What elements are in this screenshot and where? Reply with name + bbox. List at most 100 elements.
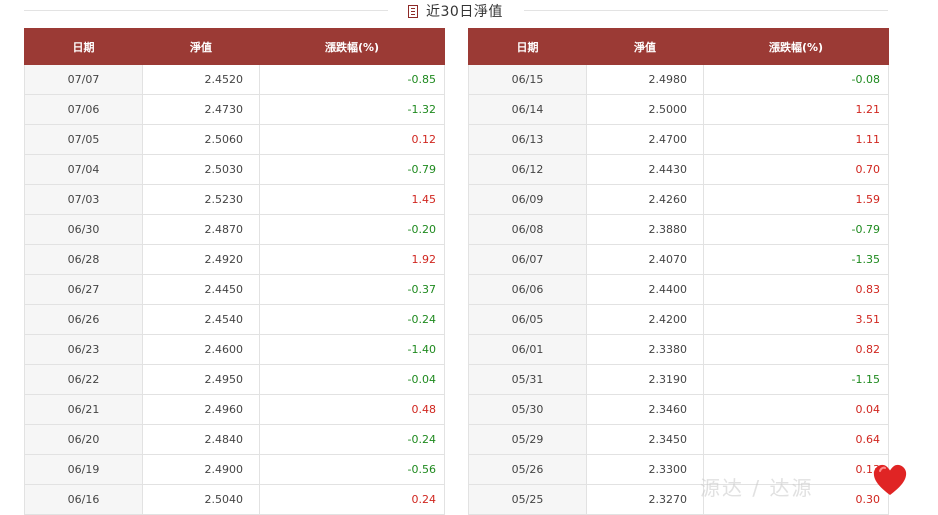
table-row: 06/16 2.5040 0.24 [24, 484, 445, 515]
date-cell: 05/30 [468, 394, 587, 425]
change-cell: -0.24 [259, 304, 445, 335]
date-cell: 06/28 [24, 244, 143, 275]
header-change: 漲跌幅(%) [259, 28, 445, 65]
table-row: 06/19 2.4900 -0.56 [24, 454, 445, 485]
table-row: 05/31 2.3190 -1.15 [468, 364, 889, 395]
nav-cell: 2.4070 [586, 244, 704, 275]
table-row: 06/12 2.4430 0.70 [468, 154, 889, 185]
date-cell: 05/26 [468, 454, 587, 485]
table-row: 06/14 2.5000 1.21 [468, 94, 889, 125]
header-nav: 淨值 [586, 28, 704, 65]
table-row: 06/15 2.4980 -0.08 [468, 64, 889, 95]
date-cell: 05/29 [468, 424, 587, 455]
change-cell: 0.13 [703, 454, 889, 485]
date-cell: 06/21 [24, 394, 143, 425]
table-row: 06/22 2.4950 -0.04 [24, 364, 445, 395]
nav-cell: 2.4920 [142, 244, 260, 275]
table-row: 07/05 2.5060 0.12 [24, 124, 445, 155]
table-row: 06/05 2.4200 3.51 [468, 304, 889, 335]
date-cell: 07/05 [24, 124, 143, 155]
date-cell: 06/09 [468, 184, 587, 215]
date-cell: 07/06 [24, 94, 143, 125]
change-cell: 1.45 [259, 184, 445, 215]
date-cell: 06/19 [24, 454, 143, 485]
nav-cell: 2.4260 [586, 184, 704, 215]
change-cell: 0.70 [703, 154, 889, 185]
nav-table-left: 日期 淨值 漲跌幅(%) 07/07 2.4520 -0.85 07/06 2.4730… [24, 28, 445, 515]
section-title-text: 近30日淨值 [426, 4, 503, 20]
nav-cell: 2.3460 [586, 394, 704, 425]
header-change: 漲跌幅(%) [703, 28, 889, 65]
change-cell: 1.92 [259, 244, 445, 275]
change-cell: 0.12 [259, 124, 445, 155]
table-row: 06/07 2.4070 -1.35 [468, 244, 889, 275]
table-header-row: 日期 淨值 漲跌幅(%) [468, 28, 889, 65]
change-cell: -0.56 [259, 454, 445, 485]
date-cell: 06/13 [468, 124, 587, 155]
table-row: 06/23 2.4600 -1.40 [24, 334, 445, 365]
change-cell: 0.24 [259, 484, 445, 515]
change-cell: -1.40 [259, 334, 445, 365]
watermark-text: 源达 / 达源 [700, 476, 814, 500]
table-row: 06/27 2.4450 -0.37 [24, 274, 445, 305]
change-cell: 0.04 [703, 394, 889, 425]
nav-cell: 2.5230 [142, 184, 260, 215]
change-cell: 0.82 [703, 334, 889, 365]
table-row: 07/07 2.4520 -0.85 [24, 64, 445, 95]
change-cell: 0.64 [703, 424, 889, 455]
nav-cell: 2.3380 [586, 334, 704, 365]
nav-cell: 2.5000 [586, 94, 704, 125]
date-cell: 06/16 [24, 484, 143, 515]
change-cell: -0.79 [703, 214, 889, 245]
change-cell: -1.15 [703, 364, 889, 395]
change-cell: 0.48 [259, 394, 445, 425]
nav-cell: 2.4840 [142, 424, 260, 455]
nav-cell: 2.3880 [586, 214, 704, 245]
date-cell: 05/25 [468, 484, 587, 515]
change-cell: -0.20 [259, 214, 445, 245]
table-row: 06/08 2.3880 -0.79 [468, 214, 889, 245]
table-row: 07/06 2.4730 -1.32 [24, 94, 445, 125]
table-row: 06/06 2.4400 0.83 [468, 274, 889, 305]
nav-cell: 2.4980 [586, 64, 704, 95]
table-row: 06/09 2.4260 1.59 [468, 184, 889, 215]
nav-cell: 2.4430 [586, 154, 704, 185]
nav-cell: 2.4960 [142, 394, 260, 425]
nav-cell: 2.3300 [586, 454, 704, 485]
nav-cell: 2.3190 [586, 364, 704, 395]
date-cell: 06/26 [24, 304, 143, 335]
table-row: 06/26 2.4540 -0.24 [24, 304, 445, 335]
heart-icon [873, 464, 907, 495]
date-cell: 06/23 [24, 334, 143, 365]
nav-cell: 2.4200 [586, 304, 704, 335]
date-cell: 06/07 [468, 244, 587, 275]
change-cell: 1.59 [703, 184, 889, 215]
section-title-bar: 近30日淨值 [24, 0, 888, 22]
date-cell: 06/12 [468, 154, 587, 185]
change-cell: 0.83 [703, 274, 889, 305]
nav-cell: 2.4900 [142, 454, 260, 485]
table-row: 06/28 2.4920 1.92 [24, 244, 445, 275]
change-cell: -0.08 [703, 64, 889, 95]
change-cell: 1.21 [703, 94, 889, 125]
nav-cell: 2.4520 [142, 64, 260, 95]
date-cell: 06/08 [468, 214, 587, 245]
document-icon [408, 4, 418, 18]
date-cell: 06/14 [468, 94, 587, 125]
table-row: 07/04 2.5030 -0.79 [24, 154, 445, 185]
table-row: 06/21 2.4960 0.48 [24, 394, 445, 425]
change-cell: 1.11 [703, 124, 889, 155]
title-divider-left [24, 10, 388, 11]
nav-cell: 2.4450 [142, 274, 260, 305]
nav-cell: 2.4600 [142, 334, 260, 365]
header-date: 日期 [24, 28, 143, 65]
nav-cell: 2.3270 [586, 484, 704, 515]
nav-table-right: 日期 淨值 漲跌幅(%) 06/15 2.4980 -0.08 06/14 2.5000… [468, 28, 889, 515]
table-row: 05/29 2.3450 0.64 [468, 424, 889, 455]
nav-cell: 2.4950 [142, 364, 260, 395]
table-row: 05/25 2.3270 0.30 [468, 484, 889, 515]
change-cell: -0.79 [259, 154, 445, 185]
table-row: 06/01 2.3380 0.82 [468, 334, 889, 365]
change-cell: -0.24 [259, 424, 445, 455]
change-cell: -0.85 [259, 64, 445, 95]
